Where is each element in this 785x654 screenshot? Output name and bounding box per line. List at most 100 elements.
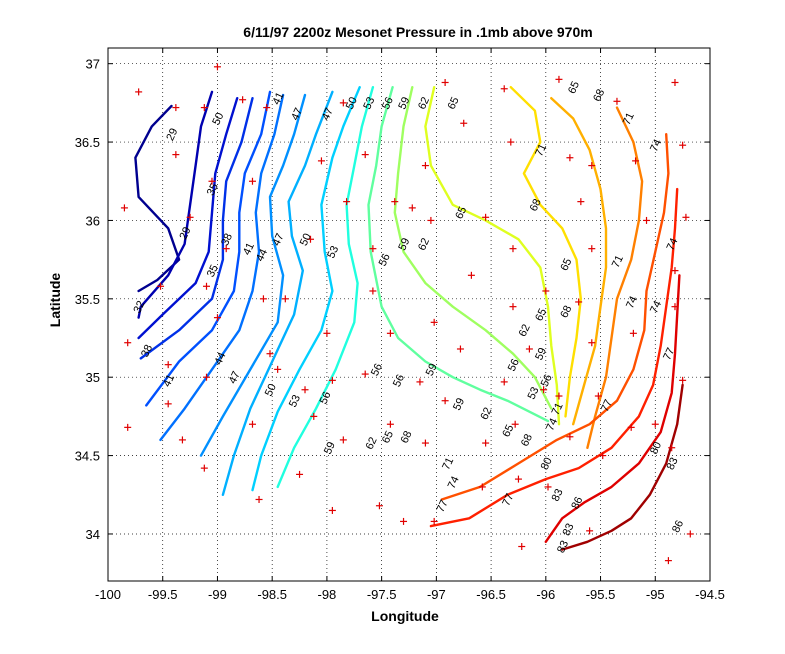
contour-label: 53 (361, 95, 377, 111)
contour-label: 68 (519, 432, 535, 448)
station-marker (375, 502, 383, 510)
contour-35 (137, 96, 239, 340)
station-marker (328, 506, 336, 514)
y-tick-label: 36 (86, 213, 100, 228)
contour-label: 38 (139, 343, 155, 359)
x-tick-label: -96.5 (476, 587, 506, 602)
contour-label: 65 (500, 423, 516, 439)
x-tick-label: -100 (95, 587, 121, 602)
y-axis-title: Latitude (47, 273, 63, 328)
contour-label: 50 (298, 232, 314, 248)
contour-62 (393, 85, 553, 410)
station-marker (679, 376, 687, 384)
contour-label: 59 (533, 346, 549, 362)
station-marker (200, 464, 208, 472)
contour-label: 59 (424, 362, 440, 378)
contour-56 (276, 85, 375, 489)
station-marker (213, 314, 221, 322)
station-marker (421, 162, 429, 170)
station-marker (577, 198, 585, 206)
contour-label: 32 (131, 299, 147, 315)
y-tick-label: 34.5 (75, 449, 100, 464)
contour-label: 77 (500, 492, 516, 508)
station-marker (266, 350, 274, 358)
contour-68 (509, 85, 582, 418)
station-marker (588, 162, 596, 170)
contour-label: 83 (665, 456, 681, 472)
station-marker (263, 104, 271, 112)
contour-50 (221, 90, 334, 496)
station-marker (427, 216, 435, 224)
contour-label: 29 (177, 225, 193, 241)
station-marker (478, 483, 486, 491)
station-marker (629, 329, 637, 337)
contour-32 (137, 90, 214, 319)
contour-label: 56 (506, 357, 522, 373)
station-marker (566, 433, 574, 441)
contour-86 (561, 383, 684, 551)
contour-38 (139, 96, 254, 360)
station-marker (135, 88, 143, 96)
contour-label: 59 (451, 396, 467, 412)
station-marker (255, 495, 263, 503)
contour-label: 65 (453, 205, 469, 221)
station-marker (668, 444, 676, 452)
contour-label: 47 (227, 370, 243, 386)
station-marker (203, 282, 211, 290)
contour-59 (367, 85, 550, 423)
station-marker (172, 151, 180, 159)
station-marker (391, 198, 399, 206)
y-tick-label: 36.5 (75, 135, 100, 150)
contour-label: 53 (325, 244, 341, 260)
contour-label: 83 (550, 487, 566, 503)
station-marker (213, 63, 221, 71)
station-markers (120, 63, 694, 565)
contour-label: 56 (369, 362, 385, 378)
contour-label: 44 (212, 351, 228, 367)
contour-label: 71 (621, 111, 637, 127)
contour-label: 56 (318, 390, 334, 406)
station-marker (200, 104, 208, 112)
contour-label: 71 (610, 254, 626, 270)
contour-label: 74 (446, 475, 462, 491)
contour-label: 56 (391, 373, 407, 389)
station-marker (679, 141, 687, 149)
contour-label: 35 (205, 263, 221, 279)
contour-label: 65 (446, 95, 462, 111)
x-tick-label: -95.5 (586, 587, 616, 602)
station-marker (124, 423, 132, 431)
station-marker (274, 365, 282, 373)
contour-41 (145, 90, 272, 407)
contour-label: 74 (544, 417, 560, 433)
contour-label: 65 (380, 429, 396, 445)
station-marker (671, 78, 679, 86)
station-marker (421, 439, 429, 447)
station-marker (301, 386, 309, 394)
y-tick-label: 35.5 (75, 292, 100, 307)
contour-label: 41 (161, 373, 177, 389)
contour-label: 68 (591, 87, 607, 103)
contour-label: 80 (648, 440, 664, 456)
contour-label: 29 (164, 127, 180, 143)
x-tick-label: -94.5 (695, 587, 725, 602)
station-marker (172, 104, 180, 112)
contour-label: 83 (561, 522, 577, 538)
contour-label: 44 (254, 247, 270, 263)
contour-label: 47 (289, 106, 305, 122)
station-marker (651, 420, 659, 428)
contour-label: 65 (533, 307, 549, 323)
contour-label: 56 (380, 95, 396, 111)
station-marker (178, 436, 186, 444)
station-marker (343, 198, 351, 206)
station-marker (555, 75, 563, 83)
contour-65 (424, 85, 561, 426)
contour-label: 77 (661, 346, 677, 362)
station-marker (281, 295, 289, 303)
station-marker (632, 157, 640, 165)
station-marker (239, 96, 247, 104)
contour-label: 68 (399, 429, 415, 445)
station-marker (441, 78, 449, 86)
station-marker (328, 376, 336, 384)
station-marker (400, 517, 408, 525)
